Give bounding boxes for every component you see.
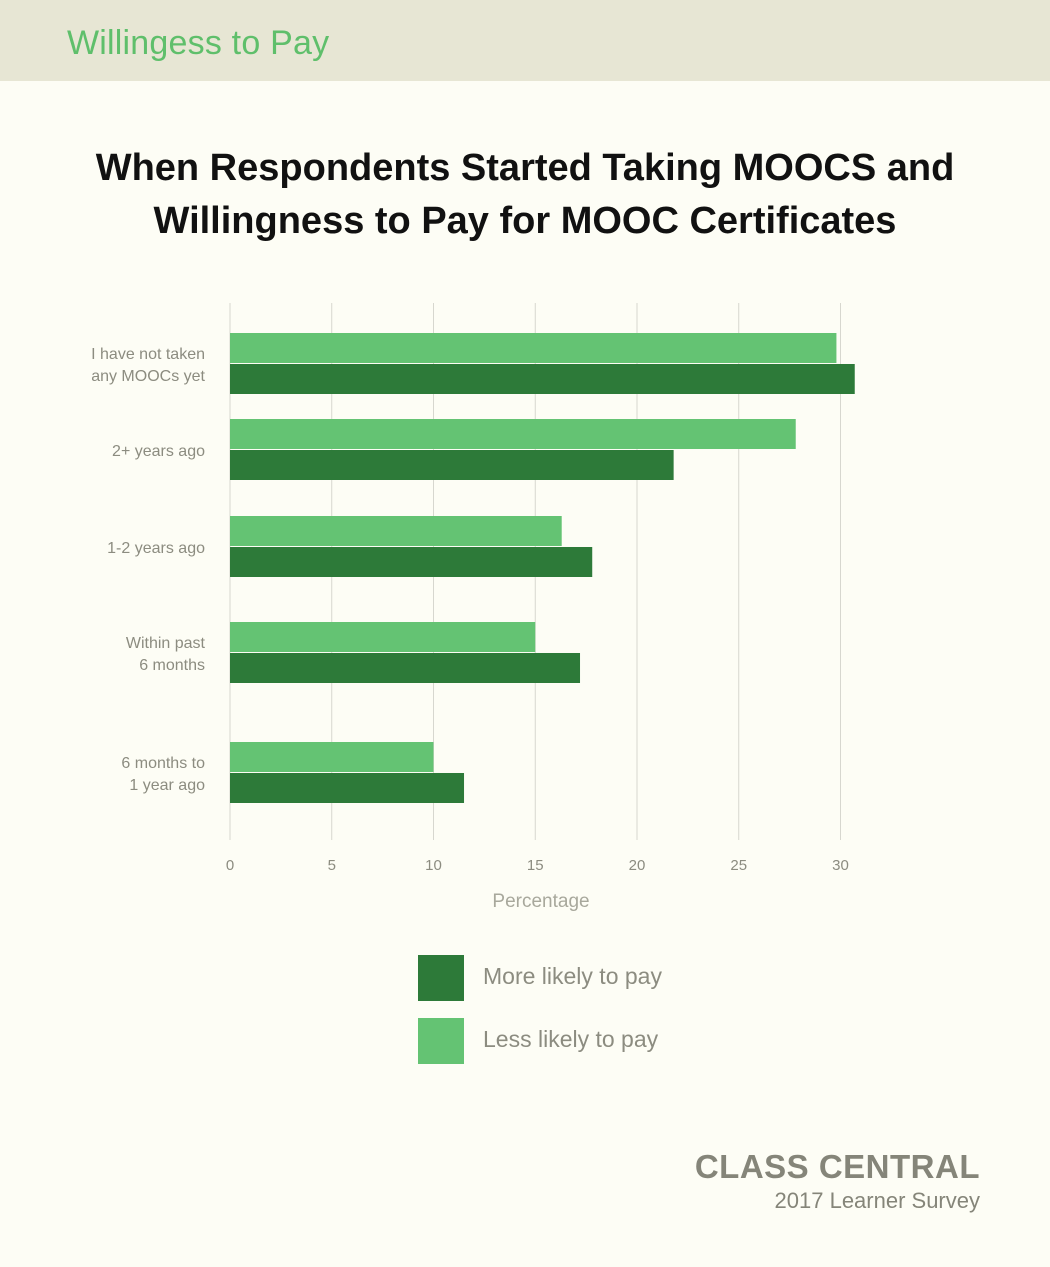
bar-less-4 <box>230 742 434 772</box>
category-label-line: any MOOCs yet <box>91 368 205 385</box>
category-label: I have not taken any MOOCs yet <box>91 346 205 385</box>
bar-chart: I have not taken any MOOCs yet 2+ years ag… <box>91 303 855 912</box>
category-label: 1-2 years ago <box>107 540 205 557</box>
category-label-line: Within past <box>126 635 206 652</box>
legend-label-less: Less likely to pay <box>483 1026 659 1052</box>
bar-more-0 <box>230 364 855 394</box>
category-label: 2+ years ago <box>112 443 205 460</box>
x-tick-label: 10 <box>425 857 442 874</box>
section-title: Willingess to Pay <box>67 24 330 62</box>
brand-subtitle: 2017 Learner Survey <box>774 1188 980 1213</box>
header-band <box>0 0 1050 81</box>
category-label: Within past 6 months <box>126 635 206 674</box>
bar-more-1 <box>230 450 674 480</box>
category-label: 6 months to 1 year ago <box>121 755 205 794</box>
category-label-line: 6 months <box>139 657 205 674</box>
bar-less-1 <box>230 419 796 449</box>
category-label-line: 1-2 years ago <box>107 540 205 557</box>
legend-label-more: More likely to pay <box>483 963 662 989</box>
category-label-line: I have not taken <box>91 346 205 363</box>
brand-logo: CLASS CENTRAL 2017 Learner Survey <box>695 1148 980 1214</box>
legend-swatch-less <box>418 1018 464 1064</box>
category-label-line: 6 months to <box>121 755 205 772</box>
x-axis-label: Percentage <box>492 891 589 912</box>
bar-more-3 <box>230 653 581 683</box>
bar-less-3 <box>230 622 536 652</box>
x-tick-label: 15 <box>527 857 544 874</box>
x-tick-label: 20 <box>629 857 646 874</box>
x-tick-label: 5 <box>328 857 336 874</box>
legend-swatch-more <box>418 955 464 1001</box>
brand-name: CLASS CENTRAL <box>694 1148 980 1185</box>
x-tick-label: 0 <box>226 857 234 874</box>
x-tick-label: 30 <box>832 857 849 874</box>
bar-less-0 <box>230 333 837 363</box>
x-tick-label: 25 <box>730 857 747 874</box>
bar-more-4 <box>230 773 465 803</box>
category-label-line: 1 year ago <box>129 777 205 794</box>
bar-more-2 <box>230 547 593 577</box>
bar-less-2 <box>230 516 562 546</box>
category-label-line: 2+ years ago <box>112 443 205 460</box>
chart-title: When Respondents Started Taking MOOCS an… <box>95 147 955 242</box>
